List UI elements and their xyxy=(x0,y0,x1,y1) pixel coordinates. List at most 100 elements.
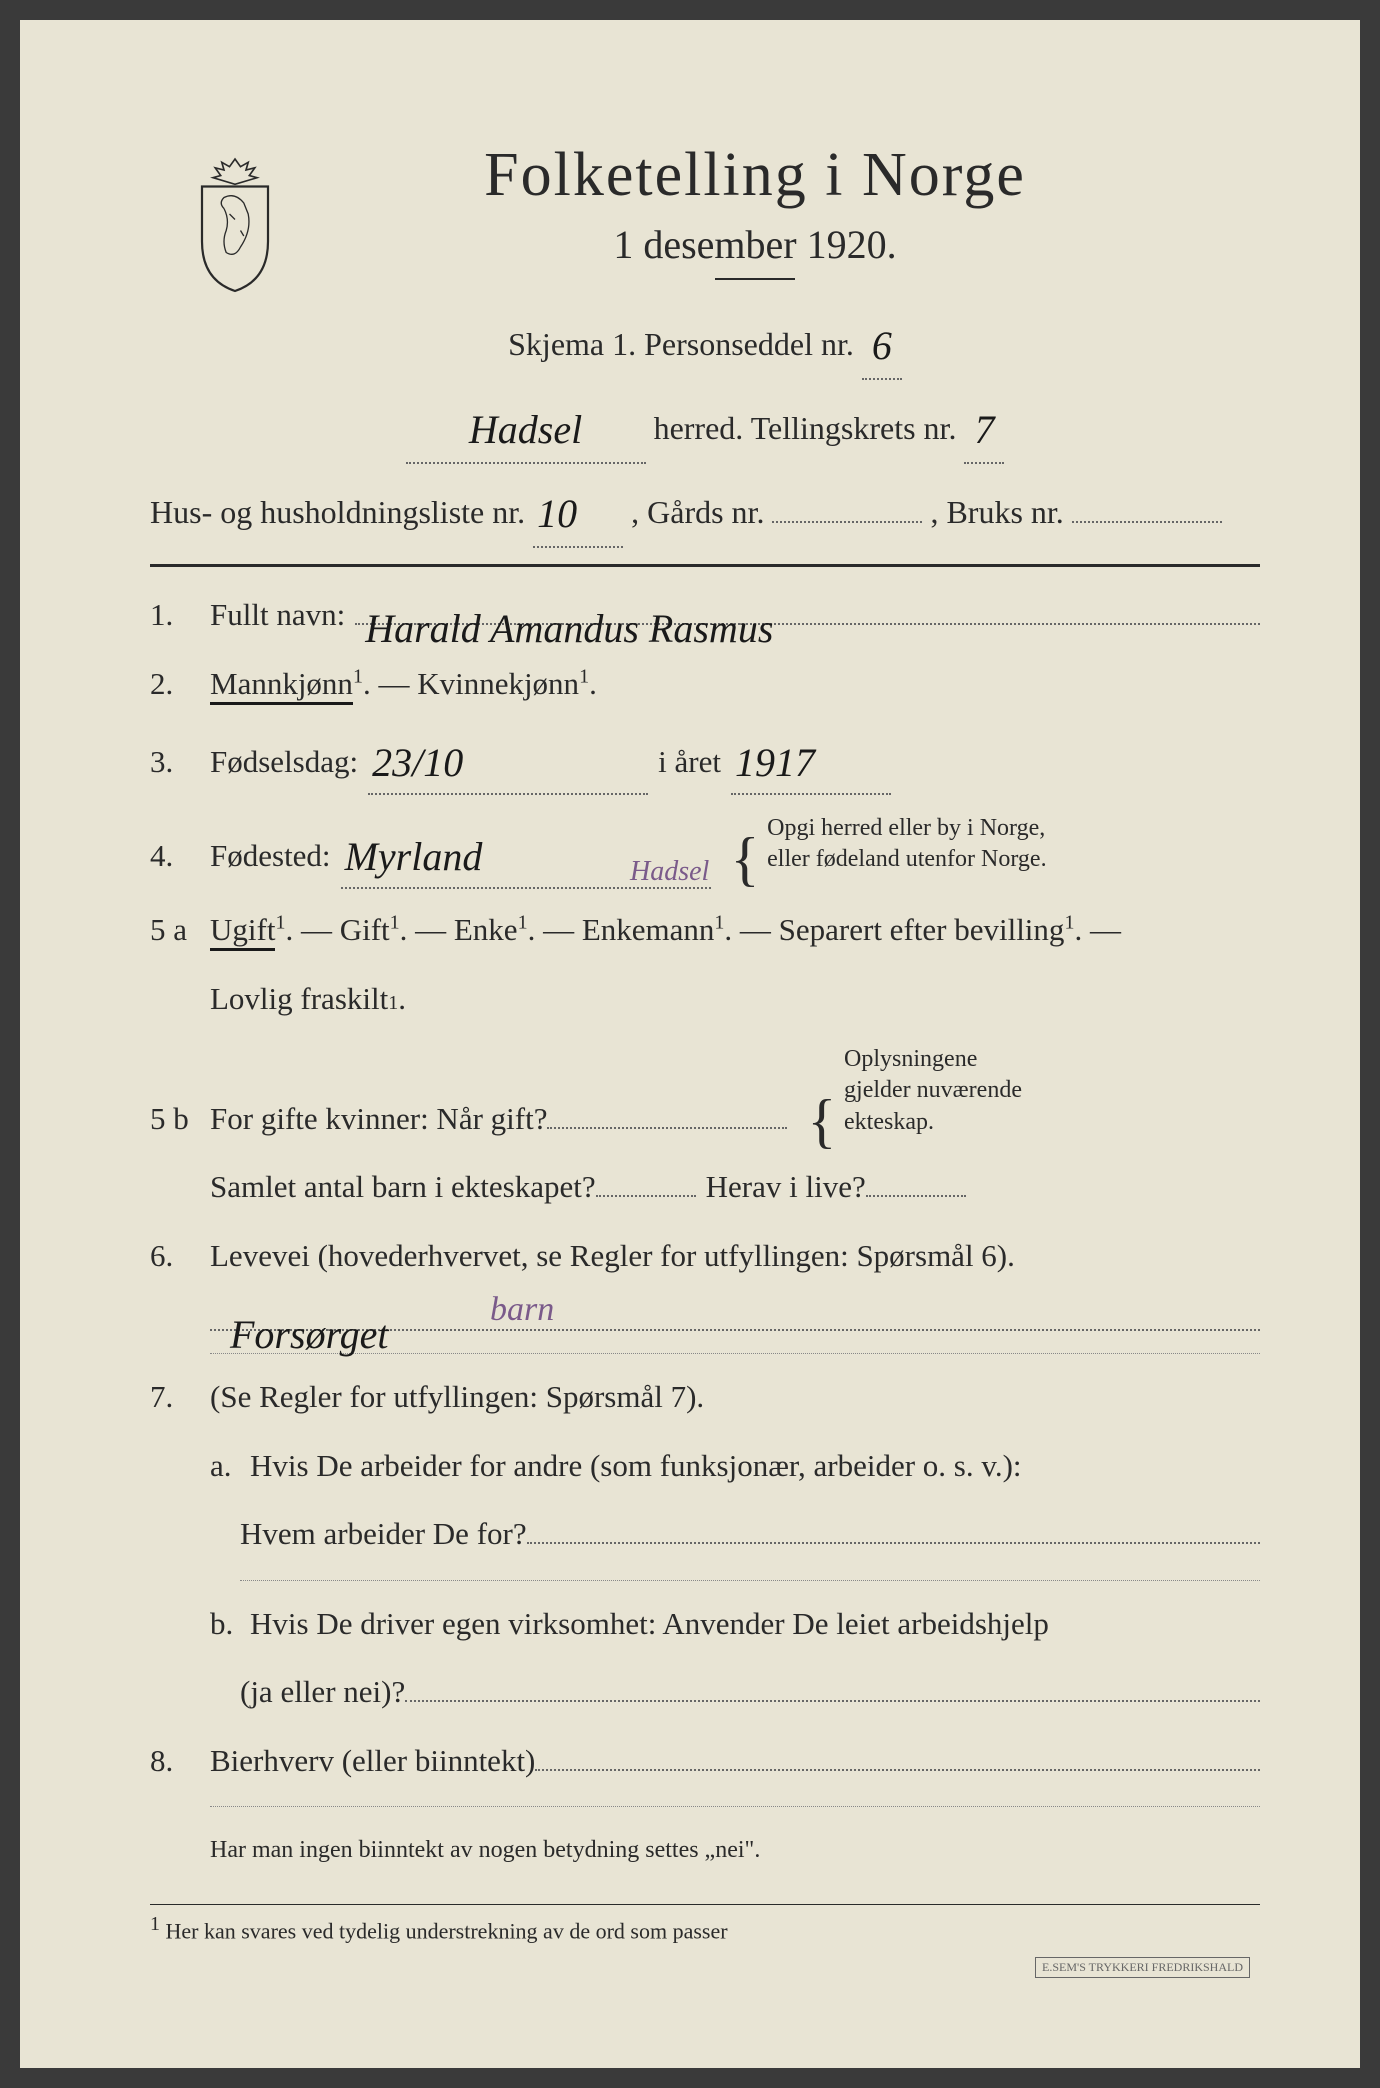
q7a-num: a. xyxy=(210,1443,250,1490)
header-divider xyxy=(715,278,795,280)
q4-label: Fødested: xyxy=(210,833,331,880)
q2-row: 2. Mannkjønn1. — Kvinnekjønn1. xyxy=(150,661,1260,708)
footer-note: Har man ingen biinntekt av nogen betydni… xyxy=(150,1837,1260,1864)
q6-fill: Forsørget barn xyxy=(210,1301,1260,1331)
q7b-row: b. Hvis De driver egen virksomhet: Anven… xyxy=(150,1601,1260,1648)
footnote-text: Her kan svares ved tydelig understreknin… xyxy=(166,1918,728,1943)
q5a-dot: . xyxy=(398,976,406,1023)
q5b-note: { Oplysningene gjelder nuværende ekteska… xyxy=(807,1044,1022,1142)
q5a-row: 5 a Ugift1. — Gift1. — Enke1. — Enkemann… xyxy=(150,907,1260,954)
q4-num: 4. xyxy=(150,833,210,880)
q4-note-a: Opgi herred eller by i Norge, xyxy=(767,815,1045,841)
q5b-barn-fill xyxy=(596,1195,696,1197)
q7a-fill xyxy=(527,1514,1260,1544)
q5b-row2: Samlet antal barn i ekteskapet? Herav i … xyxy=(150,1164,1260,1211)
q8-divider xyxy=(210,1806,1260,1807)
form-date: 1 desember 1920. xyxy=(250,221,1260,268)
q6-num: 6. xyxy=(150,1233,210,1280)
q7-num: 7. xyxy=(150,1374,210,1421)
q6-row: 6. Levevei (hovederhvervet, se Regler fo… xyxy=(150,1233,1260,1280)
form-title: Folketelling i Norge xyxy=(250,140,1260,211)
q1-num: 1. xyxy=(150,592,210,639)
husliste-nr: 10 xyxy=(533,482,623,548)
census-form-page: Folketelling i Norge 1 desember 1920. Sk… xyxy=(20,20,1360,2068)
q3-year-label: i året xyxy=(658,739,721,786)
q5b-note-c: ekteskap. xyxy=(844,1109,934,1135)
q8-fill xyxy=(535,1741,1260,1771)
herred-line: Hadsel herred. Tellingskrets nr. 7 xyxy=(150,394,1260,460)
q7a-row: a. Hvis De arbeider for andre (som funks… xyxy=(150,1443,1260,1490)
gards-nr xyxy=(772,521,922,523)
q2-mann: Mannkjønn xyxy=(210,666,353,705)
q5a-enke: . — Enke xyxy=(400,912,518,947)
q2-end: . xyxy=(589,666,597,701)
q7a-row2: Hvem arbeider De for? xyxy=(150,1511,1260,1558)
herred-value: Hadsel xyxy=(406,398,646,464)
bruks-nr xyxy=(1072,521,1222,523)
q7b-row2: (ja eller nei)? xyxy=(150,1669,1260,1716)
q4-note: { Opgi herred eller by i Norge, eller fø… xyxy=(731,813,1047,880)
q5a-enkemann: . — Enkemann xyxy=(528,912,715,947)
personseddel-nr: 6 xyxy=(862,314,902,380)
q5a-dash: . — xyxy=(1074,912,1121,947)
q3-row: 3. Fødselsdag: 23/10 i året 1917 xyxy=(150,729,1260,791)
q5b-label-c: Herav i live? xyxy=(706,1164,866,1211)
q6-value-a: Forsørget xyxy=(230,1305,389,1335)
q7b-line1: Hvis De driver egen virksomhet: Anvender… xyxy=(250,1601,1049,1648)
q5b-gift-fill xyxy=(547,1127,787,1129)
q4-row: 4. Fødested: Myrland Hadsel { Opgi herre… xyxy=(150,813,1260,885)
q7a-line2: Hvem arbeider De for? xyxy=(240,1511,527,1558)
q7b-num: b. xyxy=(210,1601,250,1648)
q7b-fill xyxy=(405,1672,1260,1702)
q2-mid: . — Kvinnekjønn xyxy=(363,666,579,701)
skjema-label: Skjema 1. Personseddel nr. xyxy=(508,326,854,362)
q5b-note-b: gjelder nuværende xyxy=(844,1077,1022,1103)
coat-of-arms-icon xyxy=(180,150,290,300)
q1-value: Harald Amandus Rasmus xyxy=(365,599,773,629)
q3-label: Fødselsdag: xyxy=(210,739,358,786)
q1-label: Fullt navn: xyxy=(210,592,345,639)
q3-year: 1917 xyxy=(731,733,891,795)
husliste-line: Hus- og husholdningsliste nr. 10 , Gårds… xyxy=(150,478,1260,544)
q6-value-row: Forsørget barn xyxy=(150,1301,1260,1331)
q7-row: 7. (Se Regler for utfyllingen: Spørsmål … xyxy=(150,1374,1260,1421)
main-divider xyxy=(150,564,1260,567)
footnote: 1 Her kan svares ved tydelig understrekn… xyxy=(150,1904,1260,1944)
q5b-num: 5 b xyxy=(150,1096,210,1143)
q7-label: (Se Regler for utfyllingen: Spørsmål 7). xyxy=(210,1374,704,1421)
q5a-num: 5 a xyxy=(150,907,210,954)
q8-row: 8. Bierhverv (eller biinntekt) xyxy=(150,1738,1260,1785)
q4-annotation: Hadsel xyxy=(630,851,709,893)
q5b-live-fill xyxy=(866,1195,966,1197)
herred-label: herred. Tellingskrets nr. xyxy=(654,410,957,446)
bruks-label: , Bruks nr. xyxy=(930,494,1063,530)
printer-mark: E.SEM'S TRYKKERI FREDRIKSHALD xyxy=(1035,1957,1250,1978)
q5a-ugift: Ugift xyxy=(210,912,275,951)
q3-num: 3. xyxy=(150,739,210,786)
skjema-line: Skjema 1. Personseddel nr. 6 xyxy=(150,310,1260,376)
q7a-line1: Hvis De arbeider for andre (som funksjon… xyxy=(250,1443,1022,1490)
q5b-row: 5 b For gifte kvinner: Når gift? { Oplys… xyxy=(150,1044,1260,1142)
q7a-divider xyxy=(240,1580,1260,1581)
q3-day: 23/10 xyxy=(368,733,648,795)
q1-row: 1. Fullt navn: Harald Amandus Rasmus xyxy=(150,592,1260,639)
q5a-fraskilt: Lovlig fraskilt xyxy=(210,976,388,1023)
tellingskrets-nr: 7 xyxy=(964,398,1004,464)
q5b-label-a: For gifte kvinner: Når gift? xyxy=(210,1096,547,1143)
q6-value-b: barn xyxy=(490,1284,554,1335)
gards-label: , Gårds nr. xyxy=(631,494,764,530)
q2-num: 2. xyxy=(150,661,210,708)
q1-fill: Harald Amandus Rasmus xyxy=(355,595,1260,625)
q7b-line2: (ja eller nei)? xyxy=(240,1669,405,1716)
q5a-gift: . — Gift xyxy=(285,912,389,947)
q5a-separert: . — Separert efter bevilling xyxy=(724,912,1064,947)
husliste-label: Hus- og husholdningsliste nr. xyxy=(150,494,525,530)
q8-label: Bierhverv (eller biinntekt) xyxy=(210,1738,535,1785)
q4-note-b: eller fødeland utenfor Norge. xyxy=(767,846,1046,872)
q6-label: Levevei (hovederhvervet, se Regler for u… xyxy=(210,1233,1015,1280)
form-header: Folketelling i Norge 1 desember 1920. xyxy=(150,140,1260,280)
footnote-num: 1 xyxy=(150,1913,160,1935)
q8-num: 8. xyxy=(150,1738,210,1785)
q5b-note-a: Oplysningene xyxy=(844,1046,977,1072)
q5b-label-b: Samlet antal barn i ekteskapet? xyxy=(210,1164,596,1211)
